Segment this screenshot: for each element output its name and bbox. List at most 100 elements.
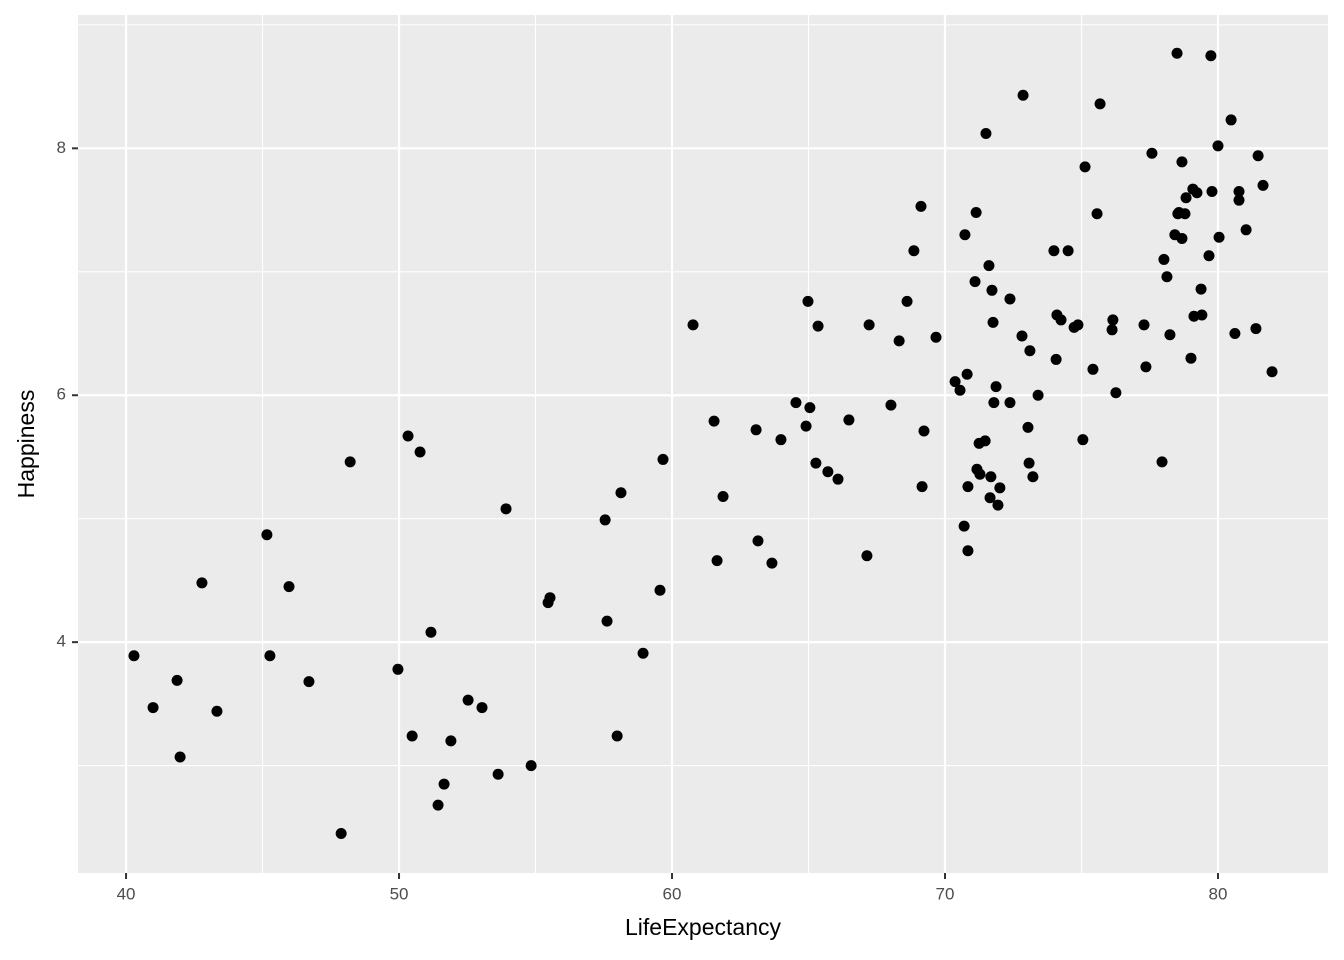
point bbox=[1203, 250, 1215, 262]
point bbox=[1164, 329, 1176, 341]
point bbox=[959, 229, 971, 241]
point bbox=[802, 295, 814, 307]
point bbox=[1206, 186, 1218, 198]
point bbox=[1205, 50, 1217, 62]
point bbox=[476, 702, 488, 714]
points bbox=[128, 47, 1278, 839]
point bbox=[1017, 89, 1029, 101]
point bbox=[1212, 140, 1224, 152]
point bbox=[969, 276, 981, 288]
point bbox=[1027, 471, 1039, 483]
y-tick-label: 8 bbox=[57, 138, 66, 157]
point bbox=[988, 397, 1000, 409]
point bbox=[432, 799, 444, 811]
point bbox=[843, 414, 855, 426]
point bbox=[1016, 330, 1028, 342]
point bbox=[611, 730, 623, 742]
x-tick-label: 40 bbox=[117, 884, 136, 903]
y-tick-label: 6 bbox=[57, 385, 66, 404]
point bbox=[402, 430, 414, 442]
point bbox=[930, 331, 942, 343]
point bbox=[979, 435, 991, 447]
point bbox=[752, 535, 764, 547]
point bbox=[983, 260, 995, 272]
point bbox=[885, 399, 897, 411]
point bbox=[1195, 283, 1207, 295]
point bbox=[800, 420, 812, 432]
point bbox=[962, 545, 974, 557]
point bbox=[717, 490, 729, 502]
point bbox=[1185, 352, 1197, 364]
y-tick-label: 4 bbox=[57, 632, 66, 651]
point bbox=[822, 466, 834, 478]
point bbox=[492, 768, 504, 780]
point bbox=[335, 827, 347, 839]
point bbox=[1087, 363, 1099, 375]
point bbox=[1250, 323, 1262, 335]
point bbox=[1094, 98, 1106, 110]
point bbox=[1062, 245, 1074, 257]
point bbox=[1191, 187, 1203, 199]
point bbox=[1266, 366, 1278, 378]
point bbox=[1225, 114, 1237, 126]
point bbox=[962, 481, 974, 493]
point bbox=[711, 555, 723, 567]
point bbox=[264, 650, 276, 662]
point bbox=[599, 514, 611, 526]
point bbox=[994, 482, 1006, 494]
point bbox=[438, 778, 450, 790]
point bbox=[915, 200, 927, 212]
point bbox=[601, 615, 613, 627]
point bbox=[147, 702, 159, 714]
point bbox=[261, 529, 273, 541]
point bbox=[657, 453, 669, 465]
point bbox=[196, 577, 208, 589]
point bbox=[1023, 457, 1035, 469]
point bbox=[980, 128, 992, 140]
point bbox=[1140, 361, 1152, 373]
point bbox=[984, 492, 996, 504]
point bbox=[1229, 328, 1241, 340]
point bbox=[1138, 319, 1150, 331]
point bbox=[992, 499, 1004, 511]
point bbox=[916, 481, 928, 493]
point bbox=[990, 381, 1002, 393]
point bbox=[961, 368, 973, 380]
point bbox=[1196, 309, 1208, 321]
point bbox=[790, 397, 802, 409]
point bbox=[174, 751, 186, 763]
point bbox=[1004, 293, 1016, 305]
point bbox=[1079, 161, 1091, 173]
point bbox=[654, 584, 666, 596]
point bbox=[986, 284, 998, 296]
point bbox=[1213, 231, 1225, 243]
point bbox=[863, 319, 875, 331]
point bbox=[810, 457, 822, 469]
point bbox=[970, 207, 982, 219]
x-axis-title: LifeExpectancy bbox=[625, 914, 781, 940]
point bbox=[1171, 47, 1183, 59]
point bbox=[901, 295, 913, 307]
point bbox=[1158, 253, 1170, 265]
x-tick-label: 80 bbox=[1209, 884, 1228, 903]
point bbox=[1050, 353, 1062, 365]
point bbox=[1032, 389, 1044, 401]
point bbox=[861, 550, 873, 562]
point bbox=[750, 424, 762, 436]
panel bbox=[78, 15, 1328, 873]
point bbox=[414, 446, 426, 458]
point bbox=[525, 760, 537, 772]
point bbox=[775, 434, 787, 446]
point bbox=[1176, 232, 1188, 244]
point bbox=[392, 663, 404, 675]
point bbox=[974, 468, 986, 480]
point bbox=[1004, 397, 1016, 409]
point bbox=[804, 402, 816, 414]
point bbox=[908, 245, 920, 257]
point bbox=[1233, 194, 1245, 206]
point bbox=[958, 520, 970, 532]
point bbox=[949, 376, 961, 388]
point bbox=[425, 626, 437, 638]
